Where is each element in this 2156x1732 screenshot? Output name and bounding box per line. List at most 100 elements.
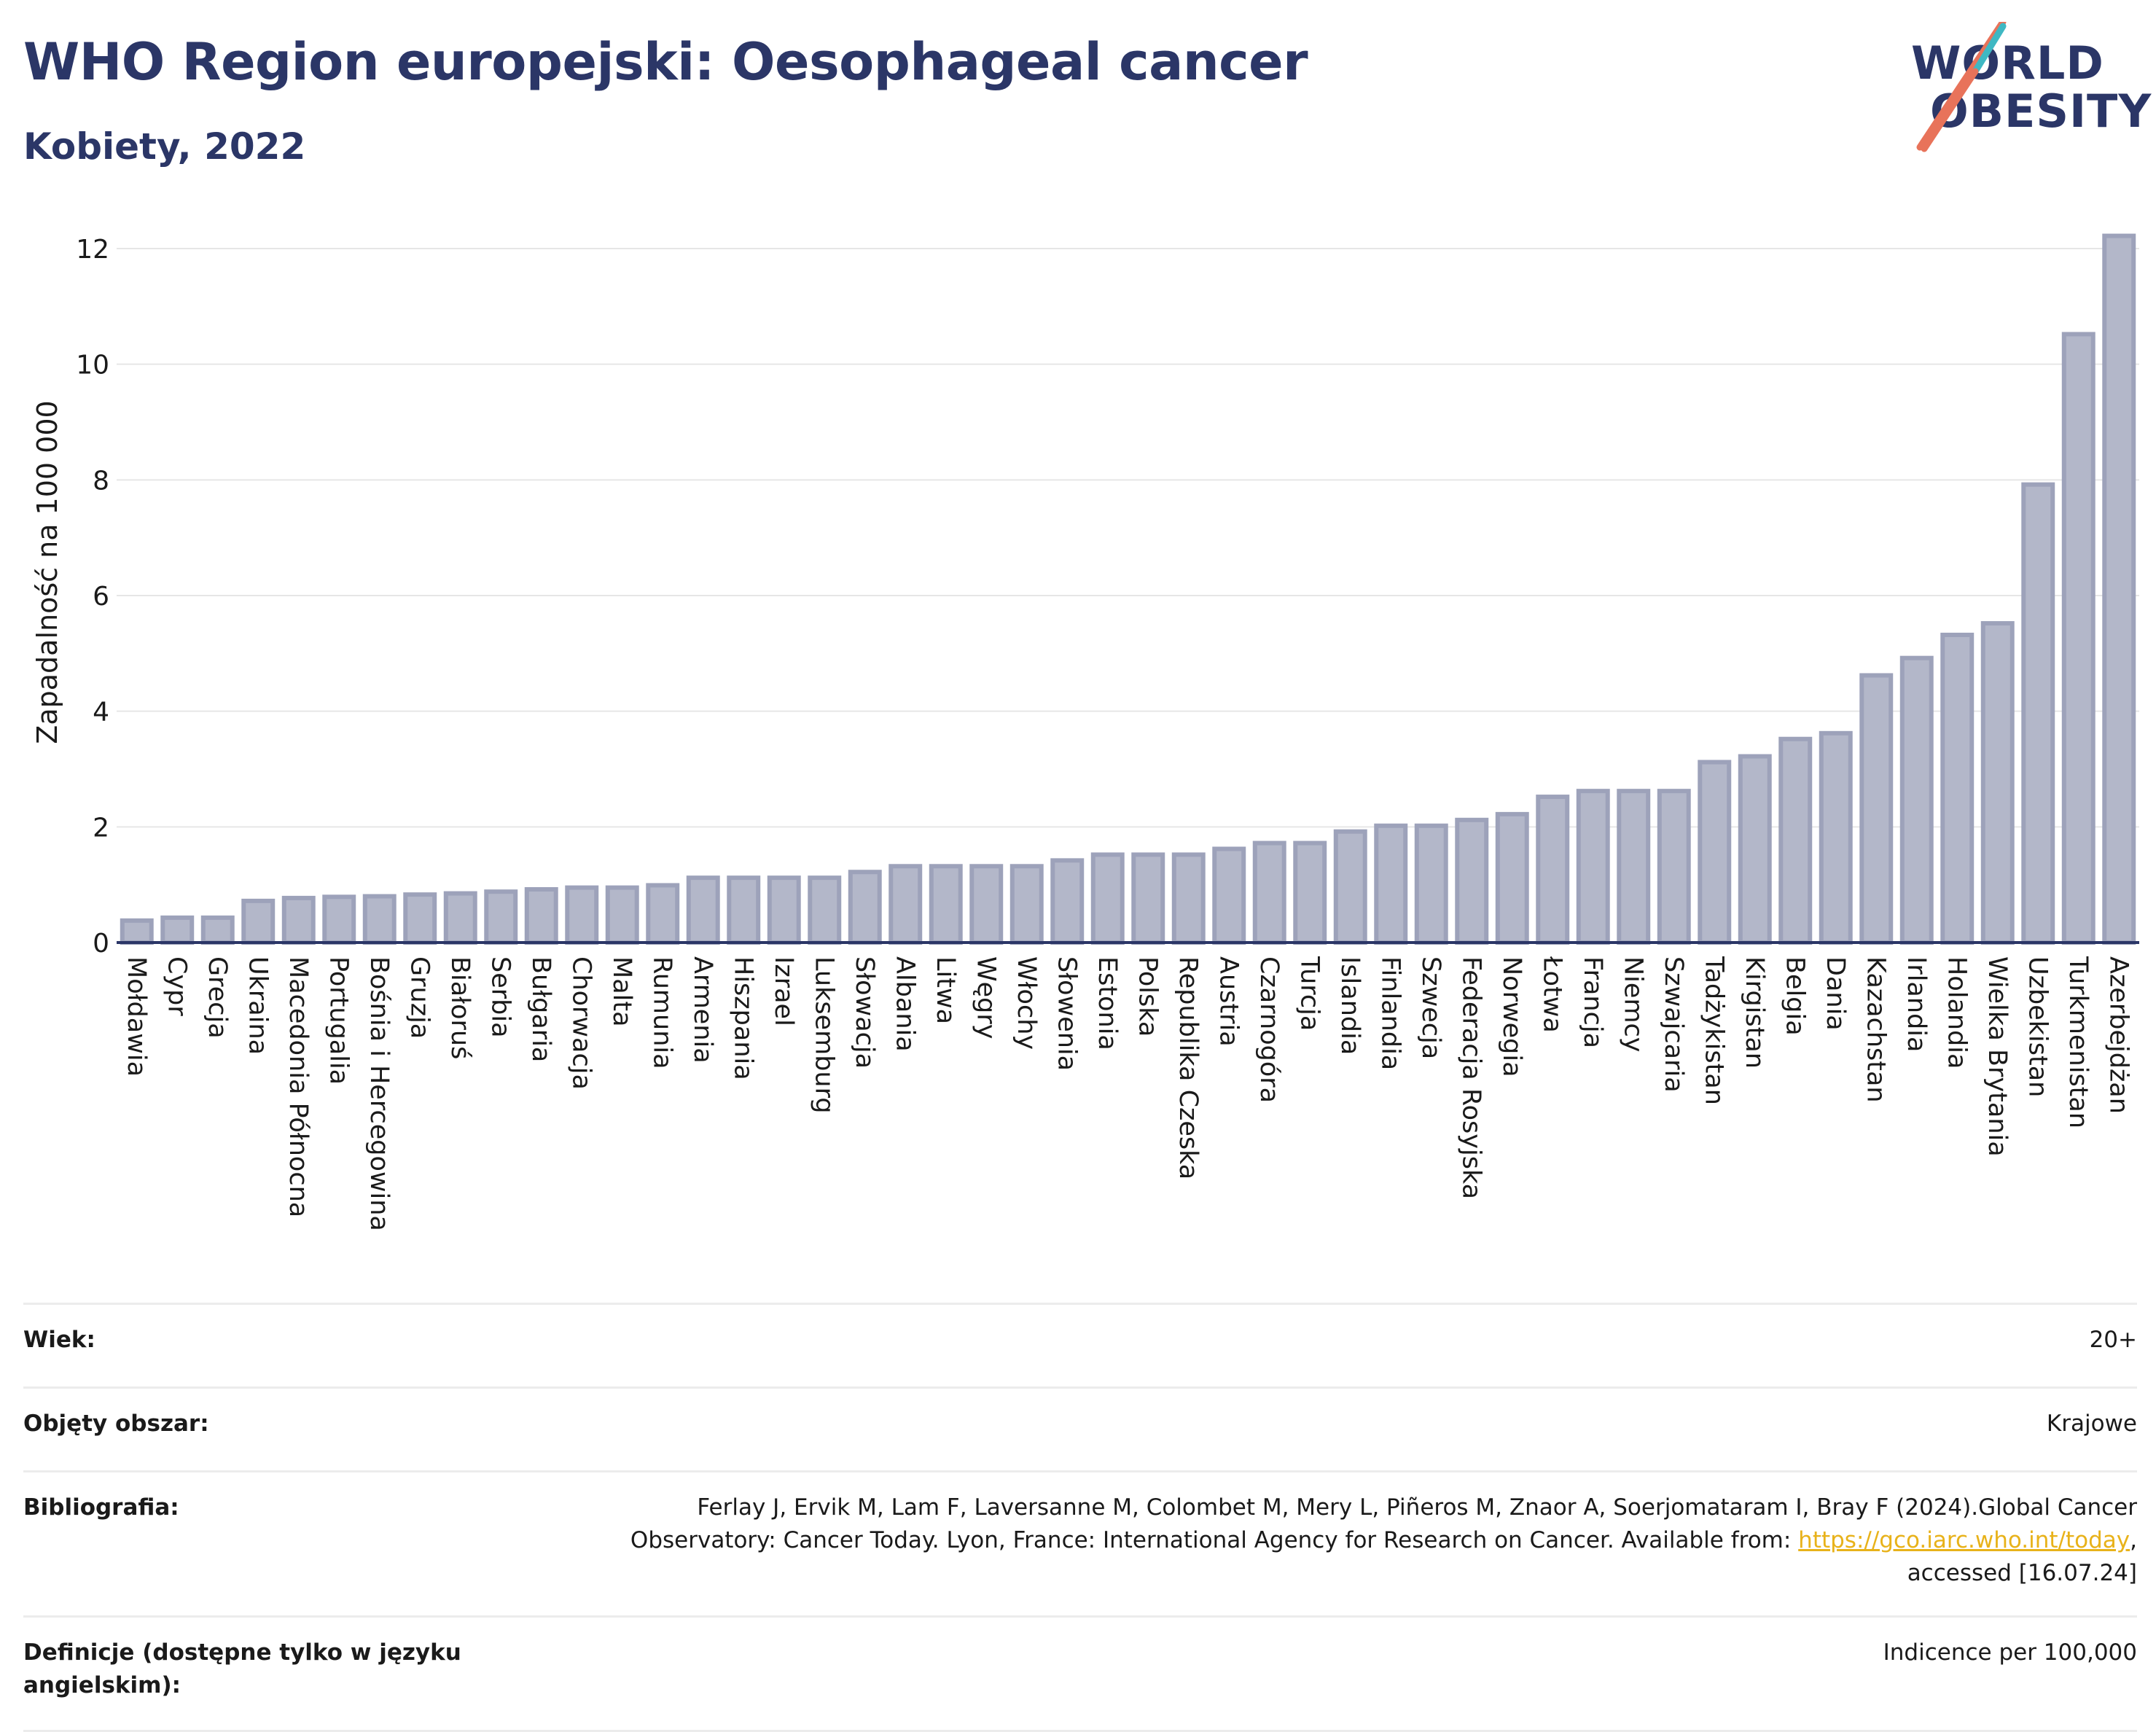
- bar: [1131, 852, 1165, 945]
- x-tick-label: Tadżykistan: [1699, 956, 1728, 1105]
- bar: [1657, 789, 1691, 945]
- bar: [686, 875, 720, 945]
- x-tick-label: Portugalia: [324, 956, 353, 1085]
- y-tick-label: 10: [76, 351, 109, 381]
- x-tick-label: Azerbejdżan: [2104, 956, 2133, 1114]
- x-tick-label: Rumunia: [647, 956, 676, 1069]
- x-tick-label: Włochy: [1012, 956, 1041, 1050]
- chart-title: WHO Region europejski: Oesophageal cance…: [23, 32, 1308, 92]
- bar: [241, 898, 276, 945]
- age-value: 20+: [2089, 1327, 2137, 1353]
- bar: [1778, 736, 1813, 945]
- bar: [1212, 846, 1246, 945]
- bar: [1495, 811, 1529, 945]
- grid-lines: [117, 248, 2139, 828]
- x-tick-label: Słowacja: [850, 956, 879, 1069]
- bibliography-label: Bibliografia:: [23, 1494, 179, 1521]
- bar: [2061, 332, 2096, 945]
- bar: [969, 864, 1004, 945]
- x-tick-label: Łotwa: [1537, 956, 1566, 1033]
- x-tick-label: Federacja Rosyjska: [1456, 956, 1485, 1199]
- bar: [848, 870, 882, 945]
- x-tick-label: Islandia: [1335, 956, 1364, 1055]
- bar: [1980, 621, 2015, 945]
- bibliography-line-3: accessed [16.07.24]: [1907, 1560, 2137, 1586]
- y-axis-ticks: 0 2 4 6 8 10 12: [76, 235, 109, 959]
- x-tick-label: Norwegia: [1497, 956, 1526, 1077]
- bar: [1171, 852, 1206, 945]
- x-tick-label: Węgry: [971, 956, 1000, 1039]
- bar: [2102, 233, 2136, 945]
- info-row-age: Wiek: 20+: [23, 1303, 2137, 1386]
- info-table: Wiek: 20+ Objęty obszar: Krajowe Bibliog…: [23, 1303, 2137, 1732]
- x-tick-label: Izrael: [769, 956, 798, 1026]
- bar: [1617, 789, 1651, 945]
- x-tick-label: Białoruś: [445, 956, 474, 1059]
- definitions-label: Definicje (dostępne tylko w języku angie…: [23, 1637, 461, 1702]
- info-row-definitions: Definicje (dostępne tylko w języku angie…: [23, 1615, 2137, 1732]
- x-tick-label: Kazachstan: [1861, 956, 1890, 1103]
- bar: [1940, 632, 1975, 945]
- bar: [646, 883, 680, 945]
- y-tick-label: 2: [93, 813, 109, 843]
- bar: [362, 894, 397, 945]
- bar: [1252, 840, 1286, 945]
- gco-link[interactable]: https://gco.iarc.who.int/today: [1798, 1527, 2130, 1553]
- x-tick-label: Szwajcaria: [1659, 956, 1688, 1093]
- x-tick-label: Macedonia Północna: [284, 956, 313, 1217]
- x-tick-label: Turkmenistan: [2063, 956, 2093, 1128]
- bar: [322, 894, 356, 945]
- x-tick-label: Uzbekistan: [2023, 956, 2052, 1097]
- info-row-bibliography: Bibliografia: Ferlay J, Ervik M, Lam F, …: [23, 1470, 2137, 1615]
- x-tick-label: Wielka Brytania: [1983, 956, 2012, 1157]
- x-tick-label: Finlandia: [1375, 956, 1405, 1070]
- bar: [1698, 760, 1732, 945]
- logo-text-obesity: OBESITY: [1930, 85, 2152, 138]
- x-tick-label: Estonia: [1093, 956, 1122, 1050]
- bibliography-line-2: Observatory: Cancer Today. Lyon, France:…: [630, 1527, 1799, 1553]
- bar-chart: 0 2 4 6 8 10 12 Mołdawia Cypr Grecja Ukraina Maced…: [31, 233, 2139, 1231]
- bar: [1050, 858, 1085, 945]
- x-tick-label: Hiszpania: [728, 956, 757, 1080]
- bar: [1009, 864, 1044, 945]
- x-tick-label: Grecja: [203, 956, 232, 1039]
- chart-subtitle: Kobiety, 2022: [23, 125, 306, 168]
- x-tick-label: Luksemburg: [809, 956, 838, 1114]
- x-tick-label: Szwecja: [1416, 956, 1445, 1059]
- coverage-value: Krajowe: [2046, 1411, 2137, 1437]
- bar: [888, 864, 923, 945]
- x-tick-label: Litwa: [931, 956, 960, 1024]
- bar: [1576, 789, 1610, 945]
- definitions-value: Indicence per 100,000: [1883, 1639, 2137, 1666]
- bars: [120, 233, 2136, 945]
- bar: [1738, 754, 1772, 945]
- y-tick-label: 8: [93, 466, 109, 496]
- bar: [1859, 673, 1894, 945]
- bar: [2021, 482, 2055, 945]
- bar: [1374, 823, 1408, 945]
- logo-slash-icon: [1916, 22, 2007, 152]
- x-tick-label: Czarnogóra: [1254, 956, 1284, 1103]
- bar: [160, 915, 195, 945]
- x-tick-label: Belgia: [1780, 956, 1809, 1036]
- bar: [403, 892, 437, 945]
- definitions-label-line-2: angielskim):: [23, 1672, 181, 1698]
- x-tick-label: Albania: [890, 956, 919, 1052]
- bar: [1090, 852, 1125, 945]
- x-axis-labels: Mołdawia Cypr Grecja Ukraina Macedonia Półno…: [122, 956, 2133, 1231]
- bar: [1536, 795, 1570, 945]
- age-label: Wiek:: [23, 1327, 95, 1353]
- logo-text-world: WORLD: [1911, 36, 2104, 90]
- y-tick-label: 12: [76, 235, 109, 265]
- bar: [1819, 730, 1853, 945]
- x-tick-label: Dania: [1821, 956, 1850, 1031]
- bar: [1333, 829, 1367, 945]
- bar: [281, 895, 316, 945]
- bar: [443, 891, 477, 945]
- bar: [1414, 823, 1448, 945]
- x-tick-label: Chorwacja: [566, 956, 595, 1090]
- bar: [1899, 655, 1934, 945]
- x-tick-label: Irlandia: [1902, 956, 1931, 1052]
- bar: [484, 889, 518, 945]
- world-obesity-logo: WORLD OBESITY: [1895, 22, 2151, 160]
